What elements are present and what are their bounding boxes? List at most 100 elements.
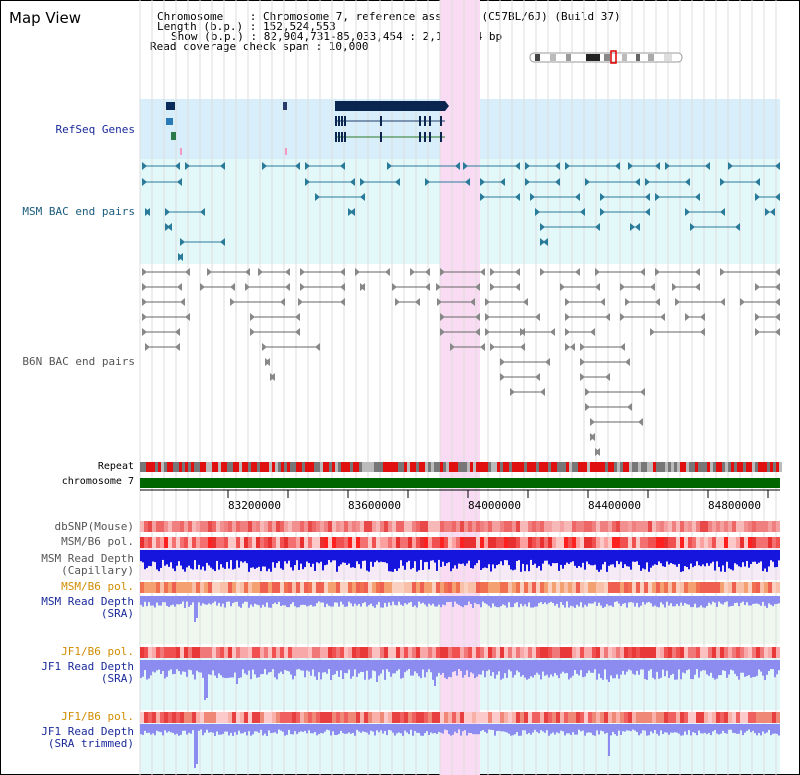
jf1-trimmed-depth-bar (698, 724, 700, 731)
dbsnp-cell (416, 521, 420, 532)
jf1-b6-pol-cell (456, 647, 460, 658)
msm-sra-depth-bar (354, 596, 356, 604)
msm-capillary-depth-bar (484, 550, 486, 568)
msm-sra-depth-bar (338, 596, 340, 607)
jf1-trimmed-depth-bar (592, 724, 594, 736)
msm-capillary-depth-bar (592, 550, 594, 566)
track-label-b6n-bac[interactable]: B6N BAC end pairs (22, 355, 135, 368)
msm-sra-depth-bar (296, 596, 298, 608)
msm-capillary-depth-bar (754, 550, 756, 562)
msm-b6-pol-2-cell (416, 582, 420, 593)
jf1-sra-depth-bar (636, 660, 638, 671)
msm-b6-pol-2-cell (504, 582, 508, 593)
msm-sra-depth-bar (590, 596, 592, 604)
dbsnp-cell (304, 521, 308, 532)
jf1-b6-pol-cell (364, 647, 368, 658)
jf1-sra-depth-bar (324, 660, 326, 673)
dbsnp-cell (140, 521, 144, 532)
msm-capillary-depth-bar (346, 550, 348, 565)
repeat-element (707, 462, 710, 472)
jf1-sra-depth-bar (692, 660, 694, 680)
msm-sra-depth-bar (438, 596, 440, 605)
dbsnp-cell (184, 521, 188, 532)
dbsnp-cell (412, 521, 416, 532)
jf1-b6-pol-2-cell (460, 712, 464, 723)
msm-b6-pol-2-cell (516, 582, 520, 593)
jf1-sra-depth-bar (538, 660, 540, 675)
dbsnp-cell (628, 521, 632, 532)
msm-capillary-depth-bar (448, 550, 450, 563)
jf1-b6-pol-cell (520, 647, 524, 658)
jf1-trimmed-depth-bar (684, 724, 686, 732)
jf1-b6-pol-2-cell (280, 712, 284, 723)
refseq-exon (380, 116, 382, 126)
msm-capillary-depth-bar (462, 550, 464, 564)
jf1-b6-pol-2-cell (484, 712, 488, 723)
msm-capillary-depth-bar (332, 550, 334, 561)
msm-b6-pol-2-cell (636, 582, 640, 593)
msm-capillary-depth-bar (302, 550, 304, 570)
repeat-element (584, 462, 587, 472)
dbsnp-cell (224, 521, 228, 532)
msm-sra-depth-bar (244, 596, 246, 602)
jf1-b6-pol-2-cell (552, 712, 556, 723)
jf1-sra-depth-bar (454, 660, 456, 672)
msm-capillary-depth-bar (300, 550, 302, 564)
jf1-b6-pol-cell (268, 647, 272, 658)
msm-b6-pol-cell (416, 537, 420, 548)
msm-capillary-depth-bar (774, 550, 776, 568)
jf1-trimmed-depth-bar (458, 724, 460, 730)
msm-capillary-depth-bar (652, 550, 654, 566)
jf1-b6-pol-cell (260, 647, 264, 658)
jf1-sra-depth-bar (704, 660, 706, 671)
msm-b6-pol-2-cell (584, 582, 588, 593)
msm-b6-pol-2-cell (520, 582, 524, 593)
msm-capillary-depth-bar (510, 550, 512, 570)
dbsnp-cell (472, 521, 476, 532)
b6n-bac-end (480, 268, 485, 276)
jf1-trimmed-depth-bar (266, 724, 268, 736)
track-label-msm-bac[interactable]: MSM BAC end pairs (22, 205, 135, 218)
jf1-sra-depth-bar (772, 660, 774, 670)
msm-b6-pol-2-cell (348, 582, 352, 593)
dbsnp-cell (520, 521, 524, 532)
repeat-element (191, 462, 194, 472)
jf1-trimmed-depth-bar (352, 724, 354, 733)
msm-capillary-depth-bar (650, 550, 652, 568)
jf1-b6-pol-2-cell (768, 712, 772, 723)
jf1-b6-pol-cell (372, 647, 376, 658)
msm-sra-depth-bar (534, 596, 536, 607)
track-label-chromosome: chromosome 7 (61, 476, 134, 487)
msm-capillary-depth-bar (704, 550, 706, 567)
jf1-sra-depth-bar (196, 660, 198, 671)
msm-capillary-depth-bar (752, 550, 754, 562)
msm-b6-pol-cell (628, 537, 632, 548)
msm-capillary-depth-bar (686, 550, 688, 568)
msm-b6-pol-2-cell (404, 582, 408, 593)
msm-sra-depth-bar (774, 596, 776, 605)
b6n-bac-end (775, 268, 780, 276)
repeat-element (233, 462, 236, 472)
jf1-sra-depth-bar (480, 660, 482, 675)
msm-b6-pol-cell (724, 537, 728, 548)
jf1-trimmed-depth-bar (764, 724, 766, 734)
jf1-b6-pol-2-cell (268, 712, 272, 723)
jf1-sra-depth-bar (678, 660, 680, 670)
repeat-element (560, 462, 563, 472)
jf1-trimmed-depth-bar (242, 724, 244, 734)
jf1-sra-depth-bar (558, 660, 560, 679)
b6n-bac-end (565, 298, 570, 306)
msm-b6-pol-cell (364, 537, 368, 548)
jf1-b6-pol-2-cell (600, 712, 604, 723)
jf1-b6-pol-2-cell (624, 712, 628, 723)
msm-capillary-depth-bar (540, 550, 542, 571)
jf1-b6-pol-2-cell (480, 712, 484, 723)
msm-sra-depth-bar (778, 596, 780, 604)
msm-bac-end (387, 162, 392, 170)
msm-b6-pol-cell (384, 537, 388, 548)
jf1-trimmed-depth-bar (448, 724, 450, 735)
jf1-trimmed-depth-bar (278, 724, 280, 730)
msm-b6-pol-cell (392, 537, 396, 548)
track-label-refseq[interactable]: RefSeq Genes (55, 123, 135, 136)
